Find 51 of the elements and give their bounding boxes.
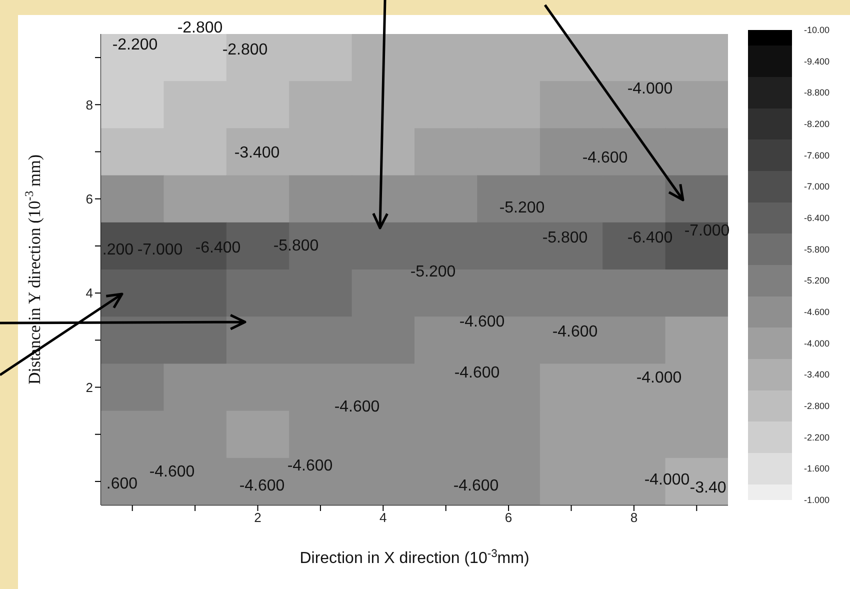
annotation: -4.600 [459, 314, 505, 330]
y-tick-label: 2 [86, 380, 93, 395]
color-bar-label: -6.400 [804, 213, 830, 223]
color-bar-label: -8.200 [804, 119, 830, 129]
annotation: -5.200 [499, 200, 545, 216]
annotation: -3.40 [690, 480, 726, 496]
y-tick-label: 4 [86, 286, 93, 301]
y-tick-label: 8 [86, 97, 93, 112]
x-tick-label: 6 [504, 510, 512, 526]
color-bar-label: -3.400 [804, 370, 830, 380]
annotation: -4.600 [239, 478, 285, 494]
annotation: -4.000 [627, 80, 673, 98]
annotation: -4.600 [552, 324, 598, 340]
annotation: -5.200 [410, 264, 456, 280]
annotation: -4.600 [334, 398, 380, 416]
annotation: -3.400 [234, 144, 280, 162]
annotation: -7.000 [137, 242, 183, 258]
color-bar-label: -1.600 [804, 464, 830, 474]
annotation: -2.200 [112, 36, 158, 54]
y-tick-label: 6 [86, 191, 93, 206]
annotation: -5.800 [542, 230, 588, 246]
annotation: .600 [106, 476, 138, 492]
annotation: -4.000 [644, 472, 690, 488]
color-bar-label: -7.600 [804, 150, 830, 160]
color-bar-label: -4.600 [804, 307, 830, 317]
x-axis-title: Direction in X direction (10$^{-3}$mm) [300, 548, 530, 567]
annotation: -4.000 [636, 370, 682, 386]
color-bar-label: -9.400 [804, 56, 830, 66]
annotation: -5.800 [273, 238, 319, 254]
annotation: -2.800 [177, 20, 223, 36]
color-bar-label: -10.00 [804, 25, 830, 35]
color-bar-label: -1.000 [804, 495, 830, 505]
annotation: -6.400 [627, 230, 673, 246]
x-tick-label: 2 [254, 510, 262, 526]
color-bar-label: -7.000 [804, 182, 830, 192]
x-tick-label: 8 [630, 510, 638, 526]
color-bar-label: -5.800 [804, 244, 830, 254]
color-bar-label: -4.000 [804, 338, 830, 348]
annotation: .200 [102, 242, 134, 258]
x-tick-label: 4 [380, 510, 387, 526]
annotation: -4.600 [454, 364, 500, 382]
annotation: -2.800 [222, 42, 268, 58]
annotation: -4.600 [582, 150, 628, 166]
annotation: -4.600 [149, 464, 195, 480]
color-bar-label: -8.800 [804, 88, 830, 98]
color-bar-label: -5.200 [804, 276, 830, 286]
annotation: -6.400 [195, 240, 241, 256]
color-bar-label: -2.200 [804, 432, 830, 442]
annotation: -4.600 [287, 458, 333, 474]
color-bar-label: -2.800 [804, 401, 830, 411]
annotation: -4.600 [453, 478, 499, 494]
